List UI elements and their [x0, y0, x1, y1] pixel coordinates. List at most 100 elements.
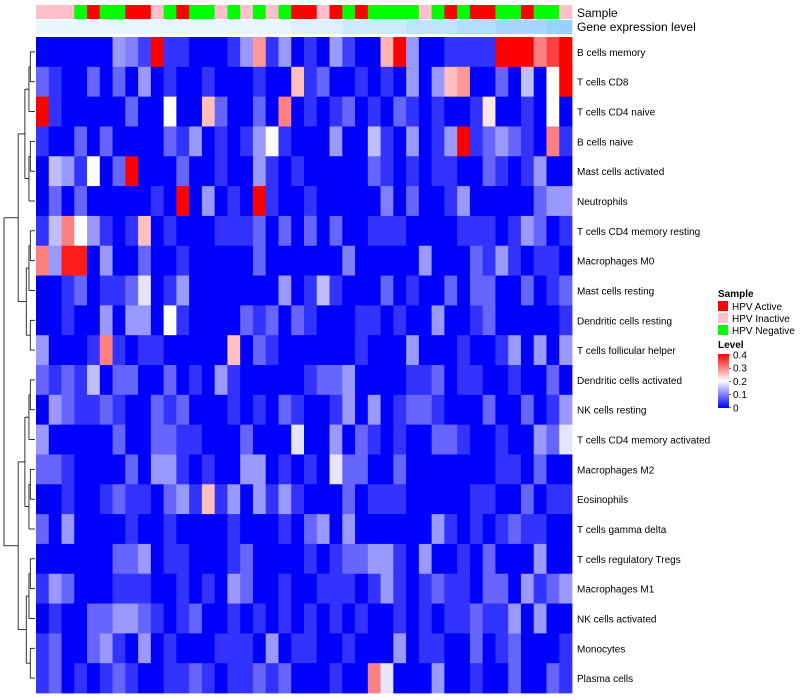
sample-annotation-cell	[61, 5, 75, 19]
heatmap-cell	[163, 186, 177, 217]
heatmap-cell	[201, 424, 216, 455]
heatmap-cell	[546, 365, 560, 396]
heatmap-cell	[367, 484, 381, 515]
legend-sample-swatch	[718, 325, 728, 335]
heatmap-cell	[342, 663, 356, 694]
row-label: T cells regulatory Tregs	[577, 555, 681, 566]
heatmap-cell	[342, 365, 356, 396]
heatmap-cell	[444, 156, 458, 187]
heatmap-cell	[469, 573, 484, 604]
heatmap-cell	[367, 305, 381, 336]
heatmap-cell	[393, 603, 407, 634]
heatmap-cell	[252, 424, 267, 455]
row-label: NK cells activated	[577, 614, 656, 625]
heatmap-cell	[163, 573, 177, 604]
heatmap-cell	[380, 215, 394, 247]
heatmap-cell	[87, 335, 101, 366]
heatmap-cell	[533, 126, 547, 157]
heatmap-cell	[138, 186, 152, 217]
heatmap-cell	[520, 484, 535, 515]
heatmap-cell	[520, 96, 535, 127]
heatmap-cell	[291, 365, 305, 396]
heatmap-cell	[444, 186, 458, 217]
heatmap-cell	[138, 96, 152, 127]
heatmap-cell	[406, 514, 420, 545]
heatmap-cell	[520, 514, 535, 545]
heatmap-cell	[304, 275, 318, 306]
heatmap-cell	[278, 66, 292, 98]
heatmap-cell	[342, 275, 356, 306]
heatmap-cell	[87, 186, 101, 217]
heatmap-cell	[112, 37, 126, 68]
heatmap-cell	[342, 514, 356, 545]
heatmap-cell	[99, 514, 113, 545]
heatmap-cell	[520, 37, 535, 68]
heatmap-cell	[176, 543, 190, 575]
heatmap-cell	[342, 573, 356, 604]
heatmap-cell	[495, 305, 509, 336]
expression-annotation-cell	[61, 20, 75, 34]
heatmap-cell	[61, 573, 75, 604]
heatmap-cell	[329, 454, 343, 485]
heatmap-cell	[520, 245, 535, 276]
heatmap-cell	[138, 305, 152, 336]
heatmap-cell	[138, 573, 152, 604]
heatmap-cell	[520, 394, 535, 426]
heatmap-cell	[252, 543, 267, 575]
heatmap-cell	[431, 365, 445, 396]
heatmap-cell	[329, 394, 343, 426]
heatmap-cell	[520, 305, 535, 336]
heatmap-cell	[316, 454, 330, 485]
heatmap-cell	[265, 663, 279, 694]
heatmap-cell	[87, 543, 101, 575]
heatmap-cell	[214, 66, 228, 98]
heatmap-cell	[163, 424, 177, 455]
heatmap-cell	[61, 126, 75, 157]
heatmap-cell	[482, 514, 496, 545]
heatmap-cell	[201, 514, 216, 545]
heatmap-cell	[469, 275, 484, 306]
heatmap-cell	[265, 573, 279, 604]
heatmap-cell	[393, 633, 407, 664]
heatmap-cell	[150, 37, 165, 68]
heatmap-cell	[431, 573, 445, 604]
heatmap-cell	[393, 126, 407, 157]
heatmap-cell	[201, 96, 216, 127]
heatmap-cell	[48, 305, 62, 336]
heatmap-cell	[329, 543, 343, 575]
sample-annotation-cell	[329, 5, 343, 19]
heatmap-cell	[61, 603, 75, 634]
heatmap-cell	[316, 514, 330, 545]
heatmap-cell	[355, 66, 369, 98]
sample-annotation-cell	[342, 5, 356, 19]
heatmap-cell	[74, 156, 88, 187]
heatmap-cell	[533, 66, 547, 98]
heatmap-cell	[240, 514, 254, 545]
heatmap-cell	[431, 484, 445, 515]
heatmap-cell	[546, 305, 560, 336]
sample-annotation-cell	[201, 5, 216, 19]
heatmap-cell	[214, 96, 228, 127]
heatmap-cell	[138, 365, 152, 396]
heatmap-cell	[278, 156, 292, 187]
heatmap-cell	[278, 335, 292, 366]
sample-annotation-cell	[227, 5, 241, 19]
heatmap-cell	[176, 424, 190, 455]
heatmap-cell	[61, 156, 75, 187]
heatmap-cell	[482, 126, 496, 157]
heatmap-cell	[252, 573, 267, 604]
heatmap-cell	[520, 186, 535, 217]
heatmap-cell	[278, 37, 292, 68]
heatmap-cell	[482, 603, 496, 634]
heatmap-cell	[74, 126, 88, 157]
heatmap-cell	[163, 126, 177, 157]
heatmap-cell	[201, 275, 216, 306]
heatmap-cell	[265, 96, 279, 127]
heatmap-cell	[304, 335, 318, 366]
heatmap-cell	[457, 66, 471, 98]
heatmap-cell	[393, 424, 407, 455]
heatmap-cell	[112, 663, 126, 694]
heatmap-cell	[201, 365, 216, 396]
heatmap-cell	[265, 394, 279, 426]
